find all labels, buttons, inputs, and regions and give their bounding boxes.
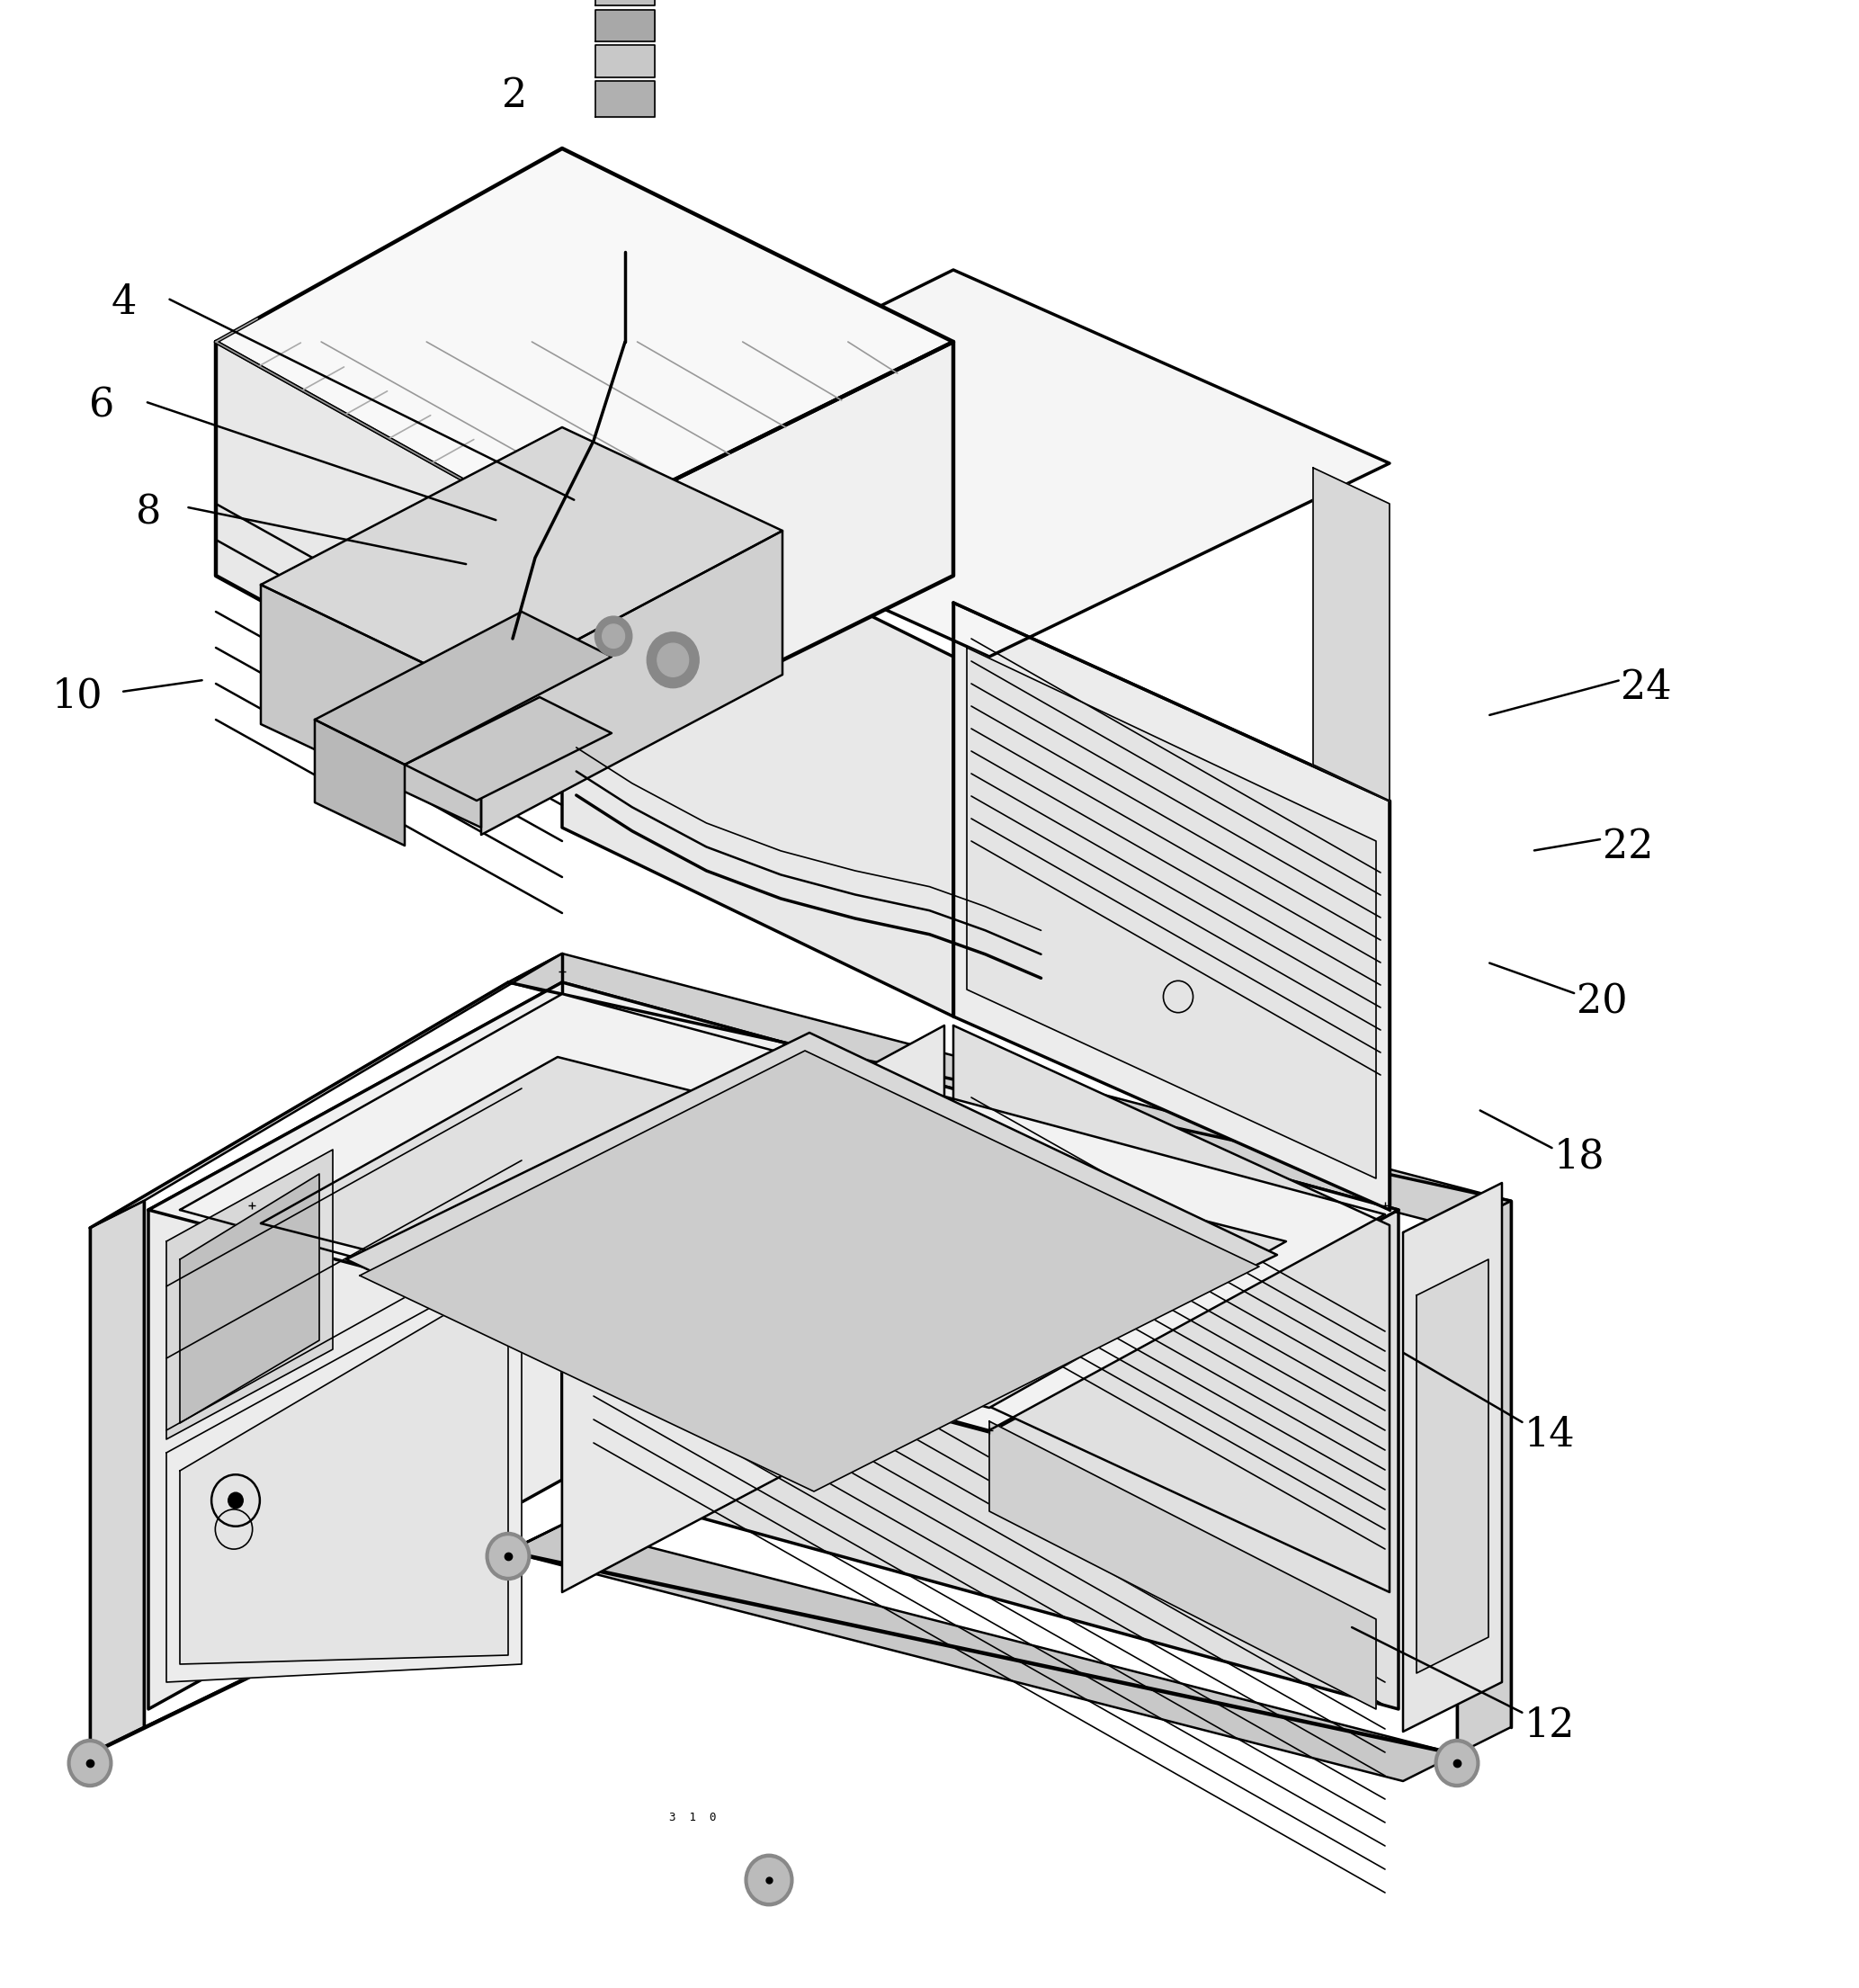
Polygon shape — [167, 1149, 333, 1439]
Polygon shape — [260, 1058, 1286, 1408]
Polygon shape — [180, 1173, 320, 1423]
Circle shape — [229, 1493, 244, 1509]
Text: 4: 4 — [112, 282, 138, 322]
Polygon shape — [361, 1052, 1259, 1491]
Polygon shape — [167, 1258, 522, 1682]
Circle shape — [485, 1533, 530, 1580]
Polygon shape — [595, 0, 654, 6]
Polygon shape — [561, 1026, 944, 1592]
Polygon shape — [180, 1278, 508, 1664]
Polygon shape — [405, 698, 612, 801]
Polygon shape — [1404, 1183, 1502, 1732]
Polygon shape — [954, 602, 1389, 1211]
Polygon shape — [561, 270, 1389, 656]
Circle shape — [489, 1537, 526, 1576]
Polygon shape — [1417, 1258, 1489, 1674]
Circle shape — [745, 1855, 794, 1906]
Polygon shape — [149, 982, 561, 1710]
Text: 20: 20 — [1576, 982, 1627, 1022]
Polygon shape — [314, 720, 405, 845]
Text: 8: 8 — [136, 493, 162, 533]
Polygon shape — [260, 427, 783, 692]
Circle shape — [71, 1743, 108, 1783]
Polygon shape — [260, 584, 481, 827]
Text: 12: 12 — [1524, 1706, 1575, 1745]
Polygon shape — [89, 1525, 561, 1753]
Polygon shape — [89, 1201, 143, 1753]
Polygon shape — [954, 1026, 1389, 1592]
Polygon shape — [508, 1525, 1457, 1781]
Polygon shape — [481, 531, 783, 835]
Circle shape — [1439, 1743, 1476, 1783]
Polygon shape — [314, 612, 612, 765]
Circle shape — [602, 624, 625, 648]
Polygon shape — [561, 342, 954, 769]
Text: 22: 22 — [1602, 827, 1653, 867]
Circle shape — [658, 644, 688, 676]
Text: 10: 10 — [52, 676, 102, 716]
Polygon shape — [1457, 1201, 1511, 1753]
Polygon shape — [561, 982, 1398, 1710]
Polygon shape — [149, 982, 1398, 1431]
Text: 6: 6 — [89, 386, 115, 425]
Text: 24: 24 — [1621, 668, 1671, 708]
Text: 14: 14 — [1524, 1415, 1575, 1455]
Circle shape — [595, 616, 632, 656]
Polygon shape — [595, 82, 654, 117]
Polygon shape — [89, 954, 561, 1229]
Text: 2: 2 — [502, 76, 528, 115]
Polygon shape — [595, 10, 654, 42]
Polygon shape — [346, 1032, 1277, 1479]
Polygon shape — [180, 994, 1385, 1429]
Polygon shape — [595, 46, 654, 78]
Text: 3  1  0: 3 1 0 — [669, 1811, 716, 1823]
Polygon shape — [967, 648, 1376, 1179]
Circle shape — [67, 1740, 112, 1787]
Circle shape — [647, 632, 699, 688]
Circle shape — [1435, 1740, 1480, 1787]
Polygon shape — [216, 342, 561, 765]
Polygon shape — [561, 463, 954, 1016]
Polygon shape — [508, 954, 1511, 1229]
Polygon shape — [216, 149, 954, 535]
Polygon shape — [1312, 467, 1389, 801]
Circle shape — [749, 1859, 790, 1903]
Polygon shape — [989, 1421, 1376, 1710]
Text: 18: 18 — [1554, 1137, 1604, 1177]
